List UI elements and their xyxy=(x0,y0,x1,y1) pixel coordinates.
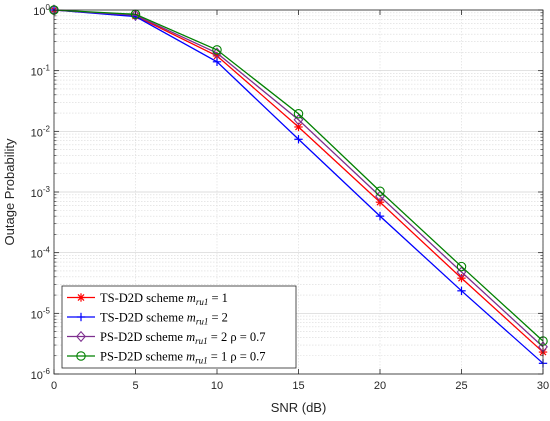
legend-marker-1 xyxy=(76,293,86,302)
legend-label-1: TS-D2D scheme mru1 = 1 xyxy=(100,291,228,307)
series-2-point xyxy=(212,57,222,67)
x-tick-label: 25 xyxy=(455,380,467,392)
x-tick-label: 5 xyxy=(132,380,138,392)
x-tick-label: 10 xyxy=(211,380,223,392)
legend-marker-3 xyxy=(76,330,86,343)
legend-label-3: PS-D2D scheme mru1 = 2 ρ = 0.7 xyxy=(100,330,266,346)
axis-ticks xyxy=(53,9,544,375)
series-1-point xyxy=(375,197,385,207)
series-1-point xyxy=(457,273,466,283)
x-axis-label: SNR (dB) xyxy=(271,400,327,415)
y-tick-label: 10-4 xyxy=(31,246,51,261)
y-tick-label: 10-5 xyxy=(31,306,51,321)
y-tick-label: 10-6 xyxy=(31,367,51,382)
series-2-point xyxy=(294,135,303,144)
series-2-point xyxy=(375,211,385,221)
y-axis-label: Outage Probability xyxy=(2,138,17,245)
y-tick-label: 10-2 xyxy=(31,124,51,139)
series-2-point xyxy=(457,286,466,296)
series-4-point xyxy=(212,45,222,55)
legend-box xyxy=(61,285,297,369)
series-4-point xyxy=(293,108,304,119)
series-3-point xyxy=(293,114,304,126)
y-tick-label: 10-3 xyxy=(31,185,51,200)
legend-label-4: PS-D2D scheme mru1 = 1 ρ = 0.7 xyxy=(100,350,266,366)
x-tick-label: 30 xyxy=(537,380,549,392)
series-line-3 xyxy=(53,9,544,348)
y-tick-label: 100 xyxy=(33,3,50,18)
x-tick-label: 15 xyxy=(292,380,304,392)
x-tick-labels: 0 5 10 15 20 25 30 xyxy=(51,380,549,392)
x-tick-label: 20 xyxy=(374,380,386,392)
series-4-point xyxy=(375,186,385,196)
series-4-point xyxy=(456,261,467,272)
legend-marker-4 xyxy=(76,351,86,361)
legend: TS-D2D scheme mru1 = 1 TS-D2D scheme mru1… xyxy=(61,285,297,369)
y-tick-labels: 100 10-1 10-2 10-3 10-4 10-5 10-6 xyxy=(31,3,51,382)
legend-label-2: TS-D2D scheme mru1 = 2 xyxy=(100,311,228,327)
x-tick-label: 0 xyxy=(51,380,57,392)
y-tick-label: 10-1 xyxy=(31,64,51,79)
legend-marker-2 xyxy=(76,312,86,322)
